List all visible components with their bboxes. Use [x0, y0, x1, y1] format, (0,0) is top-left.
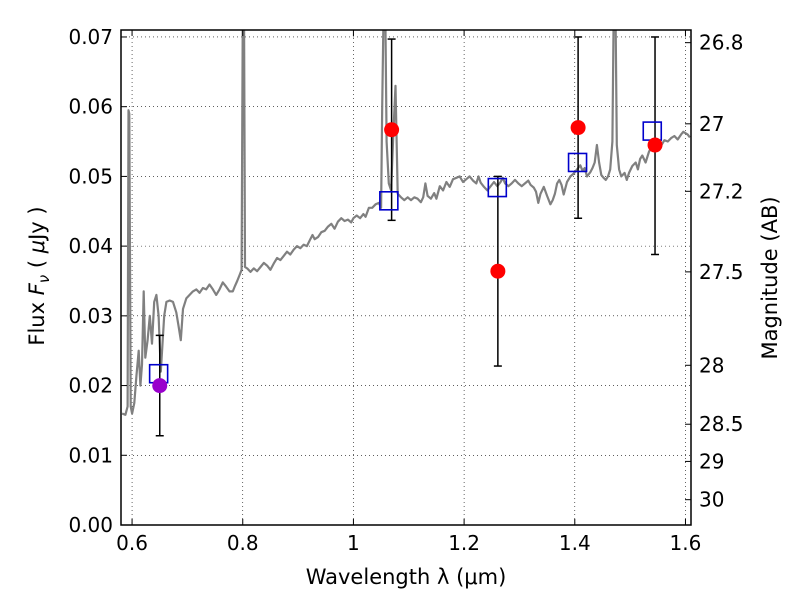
- y-tick-label: 0.04: [68, 234, 113, 258]
- x-tick-label: 1.2: [448, 531, 480, 555]
- mag-tick-label: 28.5: [699, 412, 744, 436]
- observed-point: [647, 137, 663, 153]
- y-tick-label: 0.00: [68, 513, 113, 537]
- y-tick-label: 0.07: [68, 25, 113, 49]
- plot-frame: [120, 29, 692, 526]
- y-tick-label: 0.03: [68, 304, 113, 328]
- magnitude-axis-label: Magnitude (AB): [758, 196, 782, 359]
- x-axis-label: Wavelength λ (μm): [306, 565, 507, 589]
- mag-tick-label: 27.5: [699, 260, 744, 284]
- spectrum-line: [121, 30, 691, 416]
- grid-lines: [121, 30, 691, 526]
- model-point: [379, 191, 399, 211]
- observed-point: [152, 378, 168, 394]
- model-point: [487, 177, 508, 198]
- axis-ticks: 0.6 0.8 1 1.2 1.4 1.6 0.00 0.01 0.02 0.03 0.04 0.05…: [68, 25, 743, 555]
- mag-tick-label: 30: [699, 488, 724, 512]
- y-tick-label: 0.05: [68, 164, 113, 188]
- x-tick-label: 1.6: [670, 531, 702, 555]
- mag-tick-label: 27: [699, 112, 724, 136]
- x-tick-label: 0.6: [116, 531, 148, 555]
- observed-point: [490, 263, 506, 279]
- y-tick-label: 0.02: [68, 374, 113, 398]
- observed-point: [384, 122, 400, 138]
- model-point: [567, 152, 588, 173]
- mag-tick-label: 28: [699, 353, 724, 377]
- observed-photometry-series: [152, 120, 663, 394]
- mag-tick-label: 26.8: [699, 31, 744, 55]
- x-tick-label: 1.4: [559, 531, 591, 555]
- mag-tick-label: 27.2: [699, 179, 744, 203]
- model-point: [642, 121, 663, 141]
- errorbar-series: [155, 36, 660, 437]
- y-axis-label: Flux Fν ( μJy ): [25, 206, 53, 345]
- mag-tick-label: 29: [699, 449, 724, 473]
- model-photometry-series: [148, 121, 663, 384]
- observed-point: [570, 120, 586, 136]
- x-tick-label: 1: [347, 531, 360, 555]
- y-tick-label: 0.01: [68, 443, 113, 467]
- y-tick-label: 0.06: [68, 95, 113, 119]
- spectrum-series: [121, 30, 691, 416]
- x-tick-label: 0.8: [227, 531, 259, 555]
